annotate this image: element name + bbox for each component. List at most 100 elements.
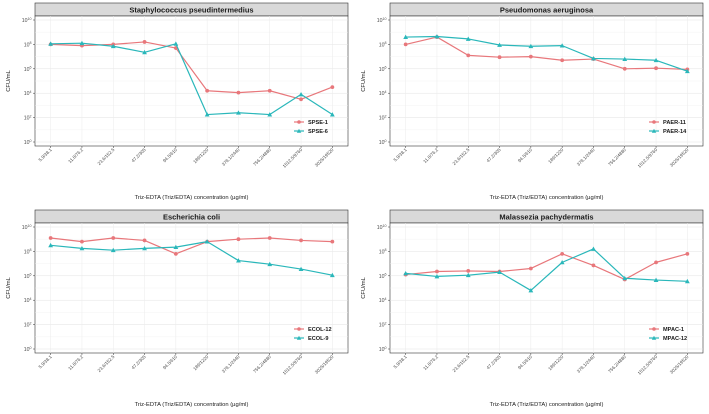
data-point <box>236 90 241 95</box>
legend-key-marker <box>297 120 301 124</box>
y-tick-label: 104 <box>379 297 387 304</box>
x-tick-label: 756.2/4880 <box>252 354 272 374</box>
data-point <box>236 237 241 242</box>
data-point <box>591 263 596 268</box>
y-tick-label: 1010 <box>377 224 387 231</box>
y-tick-label: 106 <box>24 273 32 280</box>
panel-staphylococcus: Staphylococcus pseudintermedius 100 102 104… <box>0 0 354 207</box>
y-tick-label: 106 <box>379 273 387 280</box>
data-point <box>684 278 690 284</box>
y-tick-label: 100 <box>24 346 32 353</box>
data-point <box>528 43 534 49</box>
x-tick-label: 378.1/2440 <box>576 147 596 167</box>
data-point <box>329 112 335 117</box>
data-point <box>528 266 533 271</box>
x-axis-title: Triz-EDTA (Triz/EDTA) concentration (µg/… <box>490 402 604 408</box>
panel-escherichia: Escherichia coli 100 102 104 106 108 1010 5.9/3… <box>0 207 354 414</box>
data-point <box>685 251 690 256</box>
y-axis-title: CFU/mL <box>6 69 12 91</box>
data-point <box>559 43 565 48</box>
x-tick-label: 3025/19520 <box>314 354 335 375</box>
data-point <box>267 88 272 93</box>
data-point <box>559 259 565 265</box>
data-point <box>465 272 471 278</box>
data-point <box>403 34 409 39</box>
series-line-ecol-9 <box>50 241 333 276</box>
x-tick-label: 94.5/610 <box>162 147 178 163</box>
data-point <box>653 57 659 63</box>
data-point <box>622 275 628 281</box>
y-tick-label: 102 <box>24 321 32 328</box>
x-tick-label: 189/1220 <box>192 147 209 164</box>
data-point <box>403 270 409 276</box>
y-axis-title: CFU/mL <box>361 276 367 298</box>
y-tick-label: 106 <box>24 66 32 73</box>
legend-label: MPAC-12 <box>663 336 687 342</box>
y-tick-label: 108 <box>24 41 32 48</box>
data-point <box>497 269 502 275</box>
data-point <box>403 42 408 47</box>
data-point <box>329 272 335 278</box>
data-point <box>110 43 116 49</box>
panel-pseudomonas: Pseudomonas aeruginosa 100 102 104 106 108 101… <box>355 0 709 207</box>
series-line-mpac-1 <box>405 253 688 281</box>
data-point <box>142 238 147 243</box>
legend-key-marker <box>296 128 302 133</box>
data-point <box>435 269 439 274</box>
chart-pseudomonas: Pseudomonas aeruginosa 100 102 104 106 108 101… <box>361 2 704 201</box>
data-point <box>653 277 659 282</box>
data-point <box>330 85 335 89</box>
legend-label: MPAC-1 <box>663 327 684 333</box>
x-tick-label: 23.6/152.5 <box>97 147 116 166</box>
y-tick-label: 108 <box>24 248 32 255</box>
x-tick-label: 3025/19520 <box>669 354 690 375</box>
series-line-paer-14 <box>405 35 688 72</box>
legend-key-marker <box>297 327 301 331</box>
y-axis-title: CFU/mL <box>6 276 12 298</box>
data-point <box>204 112 210 117</box>
y-tick-label: 100 <box>24 139 32 146</box>
data-point <box>48 41 54 46</box>
data-point <box>48 236 53 240</box>
x-tick-label: 756.2/4880 <box>252 147 272 167</box>
chart-staphylococcus: Staphylococcus pseudintermedius 100 102 104… <box>6 2 349 201</box>
series-line-ecol-12 <box>50 237 333 255</box>
series-line-paer-11 <box>405 36 688 71</box>
data-point <box>79 245 85 251</box>
legend-label: PAER-11 <box>663 120 686 126</box>
x-tick-label: 94.5/610 <box>162 354 178 370</box>
x-axis-title: Triz-EDTA (Triz/EDTA) concentration (µg/… <box>135 402 249 408</box>
data-point <box>330 239 335 244</box>
x-tick-label: 3025/19520 <box>314 147 335 168</box>
chart-title: Staphylococcus pseudintermedius <box>129 6 253 15</box>
data-point <box>298 266 304 272</box>
x-tick-label: 3025/19520 <box>669 147 690 168</box>
x-tick-label: 11.8/76.2 <box>422 147 439 164</box>
data-point <box>560 58 565 63</box>
data-point <box>48 242 54 248</box>
data-point <box>654 260 658 265</box>
chart-title: Malassezia pachydermatis <box>499 213 593 222</box>
data-point <box>434 34 440 39</box>
x-tick-label: 11.8/76.2 <box>67 354 84 371</box>
y-tick-label: 102 <box>379 321 387 328</box>
legend-key-marker <box>652 120 656 124</box>
data-point <box>110 247 116 253</box>
x-tick-label: 189/1220 <box>192 354 209 371</box>
data-point <box>497 55 502 60</box>
y-tick-label: 100 <box>379 139 387 146</box>
y-tick-label: 104 <box>379 90 387 97</box>
data-point <box>560 251 565 256</box>
x-tick-label: 23.6/152.5 <box>452 354 471 373</box>
y-tick-label: 104 <box>24 297 32 304</box>
x-tick-label: 47.2/305 <box>131 354 147 370</box>
legend-key-marker <box>652 327 656 331</box>
legend-label: PAER-14 <box>663 129 687 135</box>
y-tick-label: 1010 <box>22 224 32 231</box>
data-point <box>142 40 147 44</box>
x-tick-label: 47.2/305 <box>486 147 502 163</box>
data-point <box>267 261 273 267</box>
y-axis-title: CFU/mL <box>361 69 367 91</box>
data-point <box>142 49 147 55</box>
data-point <box>267 236 272 240</box>
